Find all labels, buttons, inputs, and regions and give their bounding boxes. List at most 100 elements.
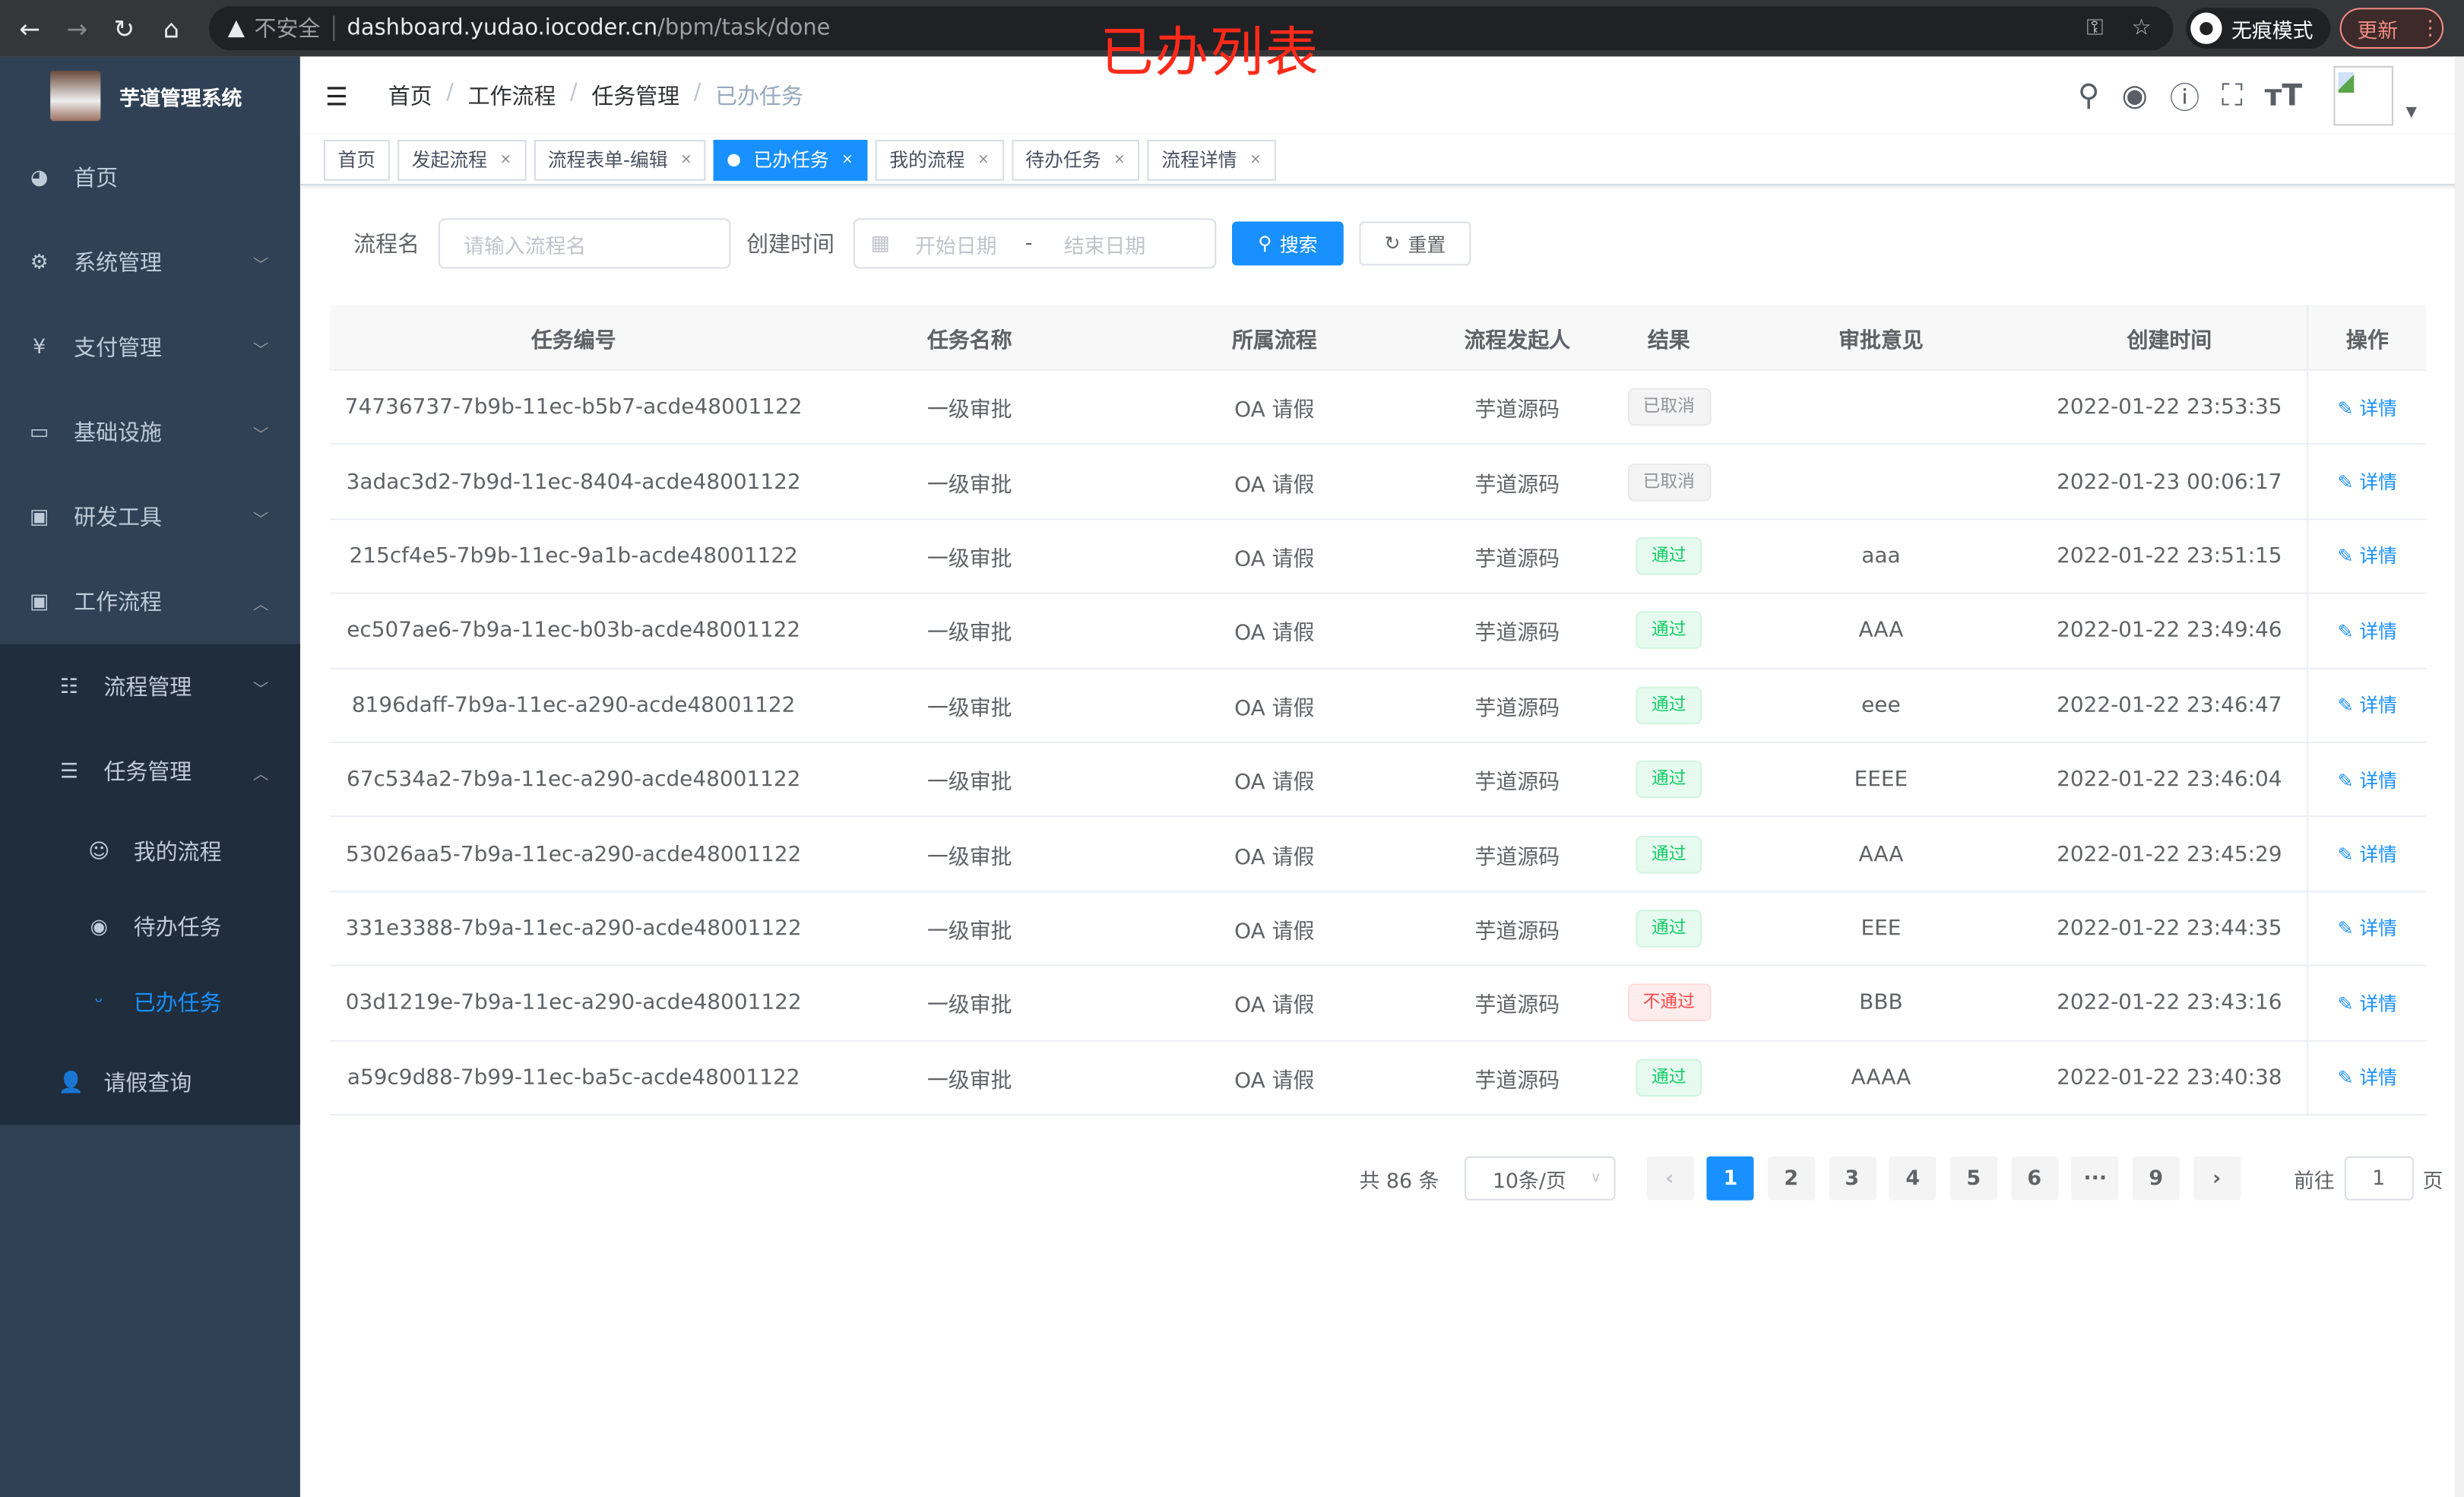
column-header: 所属流程	[1231, 328, 1317, 353]
tag-1[interactable]: 发起流程 ×	[397, 138, 526, 180]
scrollbar[interactable]	[2454, 56, 2464, 1497]
next-page-button[interactable]: ›	[2193, 1156, 2241, 1201]
page-button[interactable]: 5	[1949, 1156, 1997, 1201]
address-bar[interactable]: ▲ 不安全 dashboard.yudao.iocoder.cn/bpm/tas…	[208, 6, 2174, 51]
help-icon[interactable]: ⓘ	[2169, 81, 2200, 116]
sidebar-item-process-management[interactable]: ☷ 流程管理 ﹀	[0, 644, 300, 730]
avatar[interactable]	[2333, 65, 2394, 126]
page-button[interactable]: 3	[1828, 1156, 1876, 1201]
action-cell: ✎ 详情	[2307, 742, 2426, 816]
task-id-cell: 67c534a2-7b9a-11ec-a290-acde48001122	[346, 767, 801, 793]
result-cell: 通过	[1607, 909, 1730, 948]
sidebar-item-done[interactable]: ᵕ 已办任务	[0, 965, 300, 1040]
page-size-select[interactable]: 10条/页 ∨	[1464, 1156, 1616, 1201]
column-header: 流程发起人	[1464, 328, 1571, 353]
breadcrumb-item[interactable]: 首页	[388, 84, 432, 110]
sidebar-item-task-management[interactable]: ☰ 任务管理 ︿	[0, 729, 300, 814]
comment-cell: AAA	[1858, 841, 1904, 867]
font-size-icon[interactable]: ᴛT	[2264, 78, 2303, 113]
search-form: 流程名 请输入流程名 创建时间 ▦ 开始日期 - 结束日期 ⚲ 搜索 ↻ 重置	[353, 218, 1471, 269]
detail-link[interactable]: ✎ 详情	[2338, 617, 2397, 644]
detail-link[interactable]: ✎ 详情	[2338, 915, 2397, 942]
initiator-cell: 芋道源码	[1474, 770, 1560, 796]
goto-page-input[interactable]: 1	[2344, 1156, 2414, 1201]
tag-6[interactable]: 流程详情 ×	[1147, 138, 1276, 180]
prev-page-button[interactable]: ‹	[1645, 1156, 1693, 1201]
tag-5[interactable]: 待办任务 ×	[1011, 138, 1140, 180]
reset-label: 重置	[1408, 233, 1446, 255]
start-date[interactable]: 开始日期	[914, 235, 997, 259]
logo[interactable]: 芋道管理系统	[0, 56, 300, 135]
breadcrumb-item[interactable]: 工作流程	[467, 84, 556, 110]
search-icon[interactable]: ⚲	[2077, 78, 2100, 113]
detail-link[interactable]: ✎ 详情	[2338, 840, 2397, 867]
tag-0[interactable]: 首页	[323, 138, 390, 180]
monitor-icon: ▭	[29, 420, 49, 445]
url-path: /bpm/task/done	[657, 15, 831, 41]
detail-link[interactable]: ✎ 详情	[2338, 989, 2397, 1016]
end-date[interactable]: 结束日期	[1063, 235, 1146, 259]
close-icon[interactable]: ×	[680, 151, 692, 168]
page-button[interactable]: 4	[1889, 1156, 1937, 1201]
sidebar-item[interactable]: ◕ 首页	[0, 135, 300, 220]
process-name-label: 流程名	[353, 233, 420, 258]
close-icon[interactable]: ×	[1249, 151, 1262, 168]
sidebar-item[interactable]: ▭ 基础设施 ﹀	[0, 390, 300, 475]
sidebar-item[interactable]: ▣ 工作流程 ︿	[0, 559, 300, 644]
page-button[interactable]: 6	[2010, 1156, 2058, 1201]
page-button[interactable]: 9	[2132, 1156, 2180, 1201]
incognito-badge[interactable]: ● 无痕模式	[2186, 8, 2331, 49]
more-pages-button[interactable]: ···	[2071, 1156, 2119, 1201]
process-cell: OA 请假	[1234, 472, 1315, 498]
search-button[interactable]: ⚲ 搜索	[1231, 221, 1344, 266]
close-icon[interactable]: ×	[1113, 151, 1126, 168]
star-icon[interactable]: ☆	[2131, 15, 2152, 41]
table-row: 03d1219e-7b9a-11ec-a290-acde48001122 一级审批…	[330, 966, 2427, 1041]
edit-icon: ✎	[2337, 1067, 2360, 1090]
fullscreen-icon[interactable]: ⛶	[2222, 78, 2243, 113]
hamburger-icon[interactable]: ☰	[325, 81, 348, 111]
more-icon[interactable]: ⋮	[2420, 16, 2441, 40]
create-time-cell: 2022-01-22 23:44:35	[2057, 916, 2282, 942]
breadcrumb-item[interactable]: 任务管理	[591, 84, 680, 110]
close-icon[interactable]: ×	[499, 151, 512, 168]
sidebar-item-leave-query[interactable]: 👤 请假查询	[0, 1040, 300, 1125]
detail-link[interactable]: ✎ 详情	[2338, 766, 2397, 793]
create-time-cell: 2022-01-23 00:06:17	[2057, 469, 2282, 495]
close-icon[interactable]: ×	[841, 151, 854, 168]
back-icon[interactable]: ←	[19, 13, 41, 43]
table-row: 67c534a2-7b9a-11ec-a290-acde48001122 一级审批…	[330, 742, 2427, 818]
detail-link[interactable]: ✎ 详情	[2338, 692, 2397, 718]
reset-button[interactable]: ↻ 重置	[1359, 221, 1471, 266]
page-button[interactable]: 1	[1706, 1156, 1754, 1201]
detail-link[interactable]: ✎ 详情	[2338, 468, 2397, 495]
forward-icon[interactable]: →	[66, 13, 88, 43]
update-button[interactable]: 更新 ⋮	[2339, 8, 2444, 49]
close-icon[interactable]: ×	[977, 151, 990, 168]
process-name-input[interactable]: 请输入流程名	[438, 218, 731, 269]
goto-value: 1	[2372, 1166, 2386, 1191]
home-icon[interactable]: ⌂	[163, 13, 179, 43]
github-icon[interactable]: ◉	[2121, 78, 2148, 113]
date-range-picker[interactable]: ▦ 开始日期 - 结束日期	[853, 218, 1217, 269]
task-id-cell: 331e3388-7b9a-11ec-a290-acde48001122	[345, 916, 802, 942]
tags-view: 首页 发起流程 × 流程表单-编辑 × 已办任务 × 我的流程 × 待办任务 × 流程详情 ×	[299, 135, 2464, 185]
key-icon[interactable]: ⚿	[2086, 15, 2104, 41]
detail-link[interactable]: ✎ 详情	[2338, 1064, 2397, 1090]
tag-4[interactable]: 我的流程 ×	[875, 138, 1004, 180]
process-cell: OA 请假	[1234, 546, 1315, 572]
tag-3[interactable]: 已办任务 ×	[714, 138, 868, 180]
tree-icon: ☰	[59, 759, 79, 783]
page-button[interactable]: 2	[1767, 1156, 1815, 1201]
sidebar-item-todo[interactable]: ◉ 待办任务	[0, 889, 300, 964]
reload-icon[interactable]: ↻	[113, 13, 135, 43]
sidebar-item[interactable]: ▣ 研发工具 ﹀	[0, 474, 300, 559]
sidebar-item[interactable]: ¥ 支付管理 ﹀	[0, 305, 300, 390]
detail-link[interactable]: ✎ 详情	[2338, 543, 2397, 569]
sidebar-item-my-process[interactable]: ☺ 我的流程	[0, 814, 300, 889]
detail-link[interactable]: ✎ 详情	[2338, 394, 2397, 420]
caret-down-icon[interactable]: ▼	[2405, 105, 2417, 122]
sidebar-item[interactable]: ⚙ 系统管理 ﹀	[0, 220, 300, 305]
tag-label: 流程详情	[1161, 149, 1237, 172]
tag-2[interactable]: 流程表单-编辑 ×	[534, 138, 707, 180]
